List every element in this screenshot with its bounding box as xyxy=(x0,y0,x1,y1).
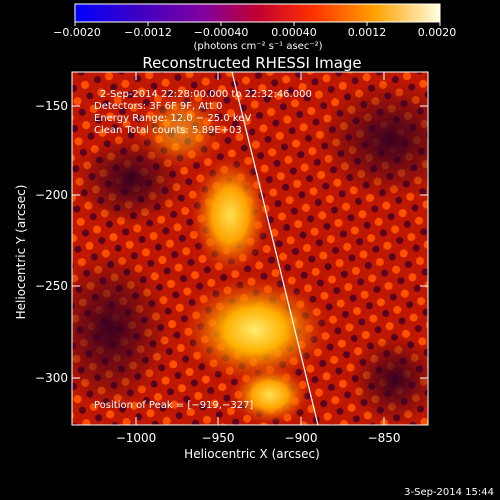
colorbar-tick-label: 0.00040 xyxy=(271,26,317,39)
x-axis-title: Heliocentric X (arcsec) xyxy=(184,447,320,461)
plot-frame xyxy=(71,71,429,426)
detectors-text: Detectors: 3F 6F 9F, Att 0 xyxy=(94,101,222,112)
y-tick-label: −300 xyxy=(35,371,68,385)
x-axis-ticks xyxy=(135,72,385,425)
y-tick-label: −250 xyxy=(35,279,68,293)
colorbar-tick-label: −0.0012 xyxy=(124,26,172,39)
limb-line xyxy=(231,72,319,425)
colorbar-gradient xyxy=(74,3,441,23)
y-axis-ticks xyxy=(72,105,428,379)
time-range-text: 2-Sep-2014 22:28:00.000 to 22:32:46.000 xyxy=(100,89,312,100)
y-axis-title: Heliocentric Y (arcsec) xyxy=(14,185,28,320)
peak-position-text: Position of Peak = [−919,−327] xyxy=(94,400,253,411)
colorbar-tick-label: 0.0012 xyxy=(348,26,387,39)
x-tick-label: −900 xyxy=(285,431,318,445)
footer-timestamp: 3-Sep-2014 15:44 xyxy=(404,487,494,498)
x-tick-label: −850 xyxy=(368,431,401,445)
plot-title: Reconstructed RHESSI Image xyxy=(142,54,361,72)
y-tick-label: −200 xyxy=(35,188,68,202)
colorbar: −0.0020 −0.0012 −0.00040 0.00040 0.0012 … xyxy=(53,3,457,52)
x-tick-label: −1000 xyxy=(116,431,157,445)
annotations: 2-Sep-2014 22:28:00.000 to 22:32:46.000 … xyxy=(94,89,312,411)
energy-range-text: Energy Range: 12.0 − 25.0 keV xyxy=(94,113,251,124)
colorbar-tick-label: −0.0020 xyxy=(53,26,101,39)
y-tick-label: −150 xyxy=(35,99,68,113)
method-counts-text: Clean Total counts: 5.89E+03 xyxy=(94,125,242,136)
colorbar-tick-label: −0.00040 xyxy=(194,26,249,39)
x-tick-label: −950 xyxy=(202,431,235,445)
colorbar-units: (photons cm⁻² s⁻¹ asec⁻²) xyxy=(193,41,322,52)
colorbar-tick-label: 0.0020 xyxy=(418,26,457,39)
rhessi-image xyxy=(72,72,428,425)
